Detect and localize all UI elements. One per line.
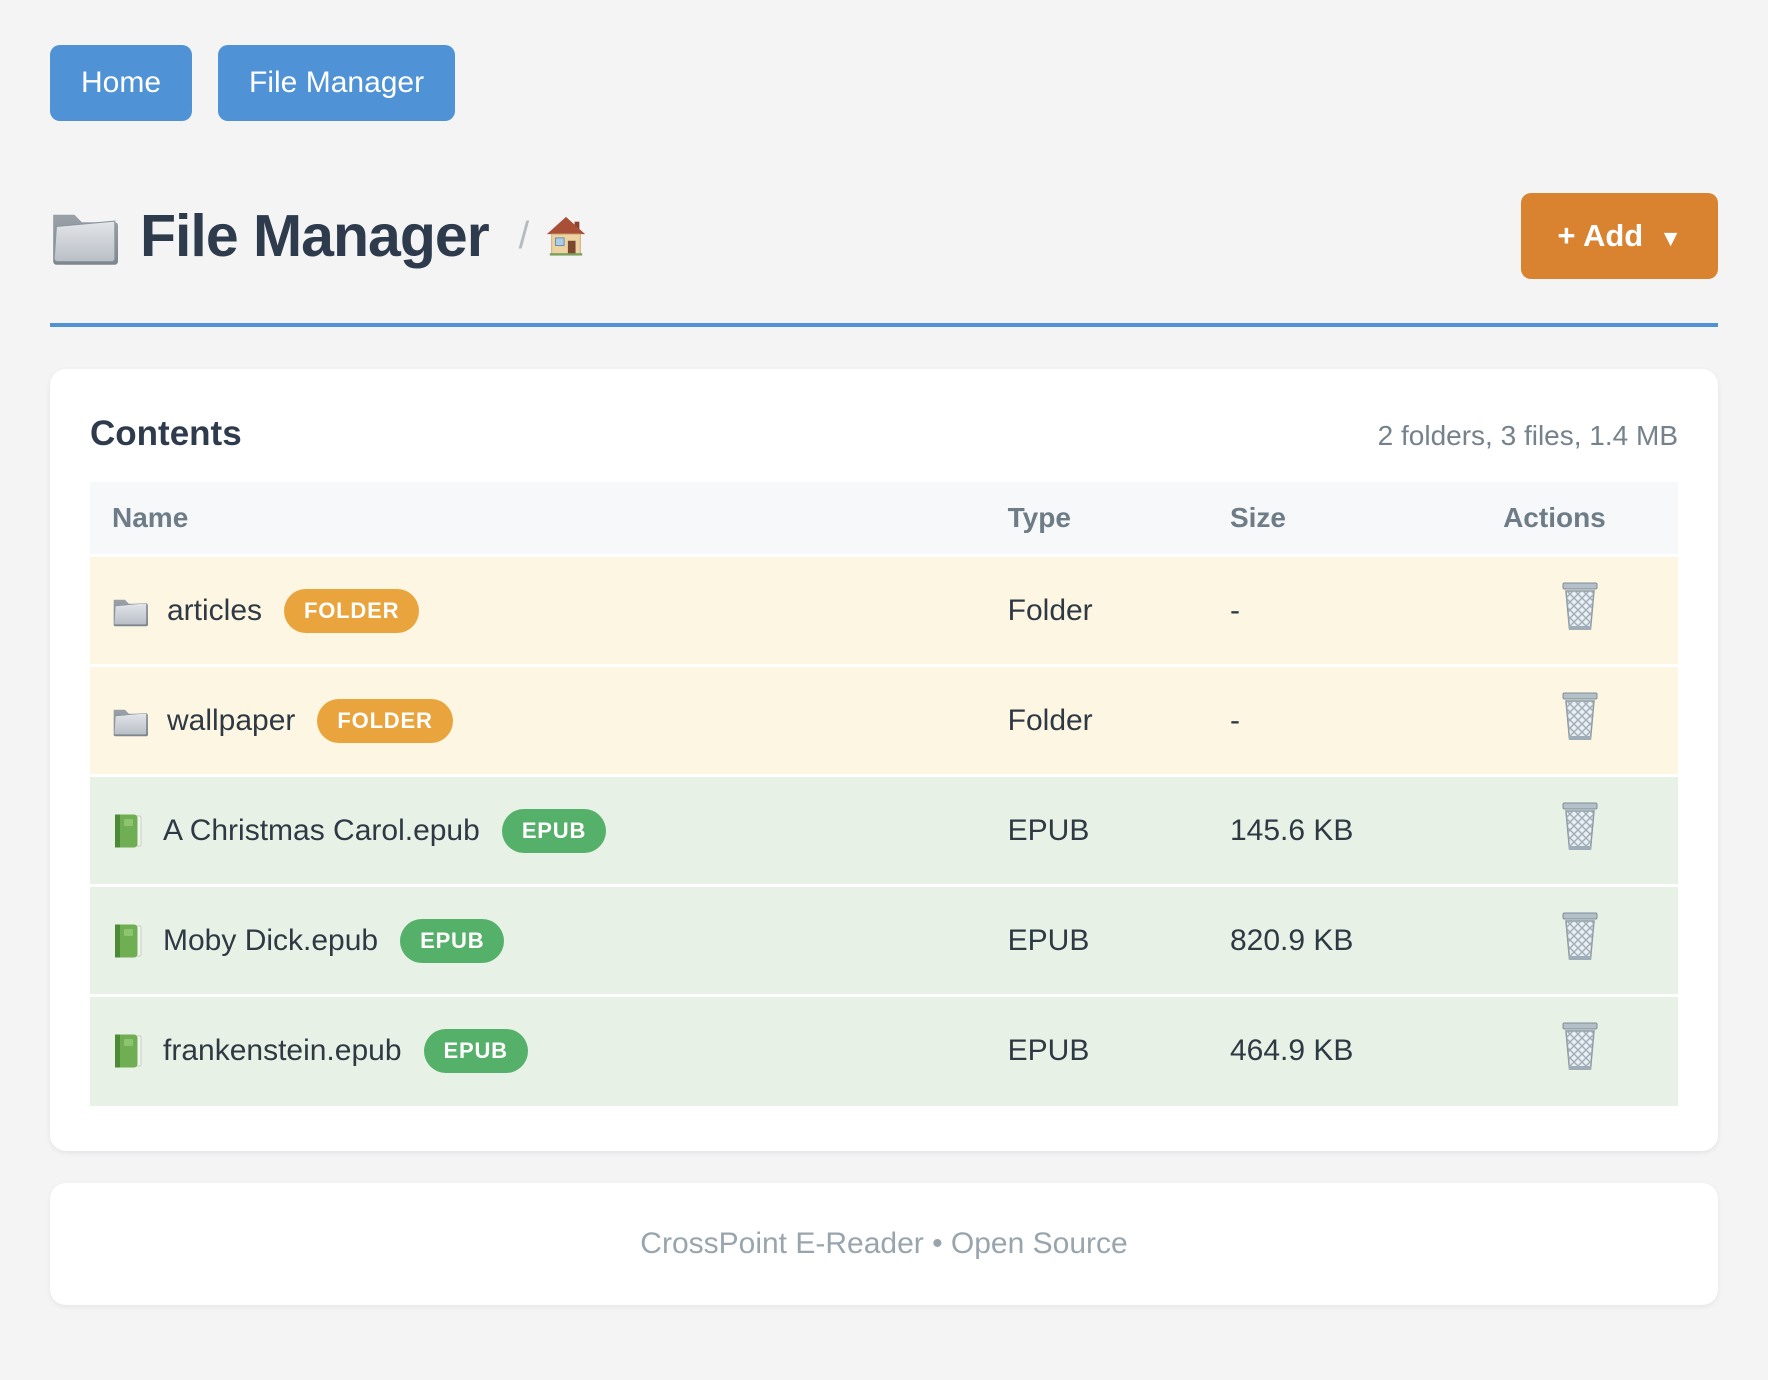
type-badge: FOLDER [284,588,420,633]
wastebasket-icon [1558,802,1602,852]
breadcrumb-home-link[interactable] [545,215,587,257]
file-size: - [1207,664,1482,776]
file-name-cell: Moby Dick.epub EPUB [112,918,964,963]
book-icon [112,813,144,849]
footer-text: CrossPoint E-Reader • Open Source [640,1226,1128,1260]
file-type: Folder [985,554,1208,666]
contents-card-header: Contents 2 folders, 3 files, 1.4 MB [90,414,1678,454]
title-underline [50,323,1718,327]
footer-card: CrossPoint E-Reader • Open Source [50,1182,1718,1305]
top-navigation: Home File Manager [50,45,1718,121]
file-name: articles [167,593,263,627]
breadcrumb-separator: / [518,214,530,257]
column-header-type: Type [985,482,1208,556]
contents-summary: 2 folders, 3 files, 1.4 MB [1377,420,1678,451]
contents-card: Contents 2 folders, 3 files, 1.4 MB Name… [50,369,1718,1151]
book-icon [112,923,144,959]
title-group: File Manager / [50,202,587,270]
table-row-epub-christmas-carol[interactable]: A Christmas Carol.epub EPUB EPUB 145.6 K… [90,774,1678,886]
breadcrumb: / [519,215,588,258]
table-row-epub-frankenstein[interactable]: frankenstein.epub EPUB EPUB 464.9 KB [90,994,1678,1106]
column-header-actions: Actions [1481,482,1678,556]
wastebasket-icon [1558,692,1602,742]
add-button-label: + Add [1557,218,1644,253]
page-header: File Manager / + Add ▼ [50,193,1718,279]
delete-button[interactable] [1558,692,1602,745]
contents-heading: Contents [90,414,242,453]
file-size: 820.9 KB [1207,884,1482,996]
file-type: EPUB [985,774,1208,886]
type-badge: FOLDER [317,698,453,743]
page-title: File Manager [140,203,490,269]
type-badge: EPUB [423,1029,528,1074]
file-name-cell: articles FOLDER [112,588,964,633]
page: Home File Manager File Manager / + Add ▼… [50,45,1718,1305]
table-row-epub-moby-dick[interactable]: Moby Dick.epub EPUB EPUB 820.9 KB [90,884,1678,996]
column-header-size: Size [1207,482,1482,556]
folder-icon [50,207,118,265]
file-size: 145.6 KB [1207,774,1482,886]
table-row-folder-articles[interactable]: articles FOLDER Folder - [90,554,1678,666]
folder-icon [112,595,148,627]
home-icon [545,215,587,257]
file-name: frankenstein.epub [163,1034,402,1068]
file-type: EPUB [985,994,1208,1106]
file-type: Folder [985,664,1208,776]
file-name-cell: A Christmas Carol.epub EPUB [112,808,964,853]
delete-button[interactable] [1558,802,1602,855]
delete-button[interactable] [1558,1022,1602,1075]
type-badge: EPUB [501,808,607,853]
table-header-row: Name Type Size Actions [90,482,1678,556]
column-header-name: Name [90,482,986,556]
wastebasket-icon [1558,912,1602,962]
delete-button[interactable] [1558,582,1602,635]
delete-button[interactable] [1558,912,1602,965]
folder-icon [112,705,148,737]
book-icon [112,1033,144,1069]
type-badge: EPUB [400,918,505,963]
nav-home-button[interactable]: Home [50,45,193,121]
file-size: 464.9 KB [1207,994,1482,1106]
file-name: Moby Dick.epub [163,923,379,957]
file-name-cell: wallpaper FOLDER [112,698,964,743]
file-name: wallpaper [167,703,296,737]
add-button[interactable]: + Add ▼ [1521,193,1718,279]
wastebasket-icon [1558,1022,1602,1072]
nav-file-manager-button[interactable]: File Manager [218,45,456,121]
table-row-folder-wallpaper[interactable]: wallpaper FOLDER Folder - [90,664,1678,776]
file-name-cell: frankenstein.epub EPUB [112,1029,964,1074]
file-size: - [1207,554,1482,666]
file-name: A Christmas Carol.epub [163,813,480,847]
file-type: EPUB [985,884,1208,996]
file-table: Name Type Size Actions articles FOLDER [90,482,1678,1106]
chevron-down-icon: ▼ [1659,224,1682,251]
wastebasket-icon [1558,582,1602,632]
